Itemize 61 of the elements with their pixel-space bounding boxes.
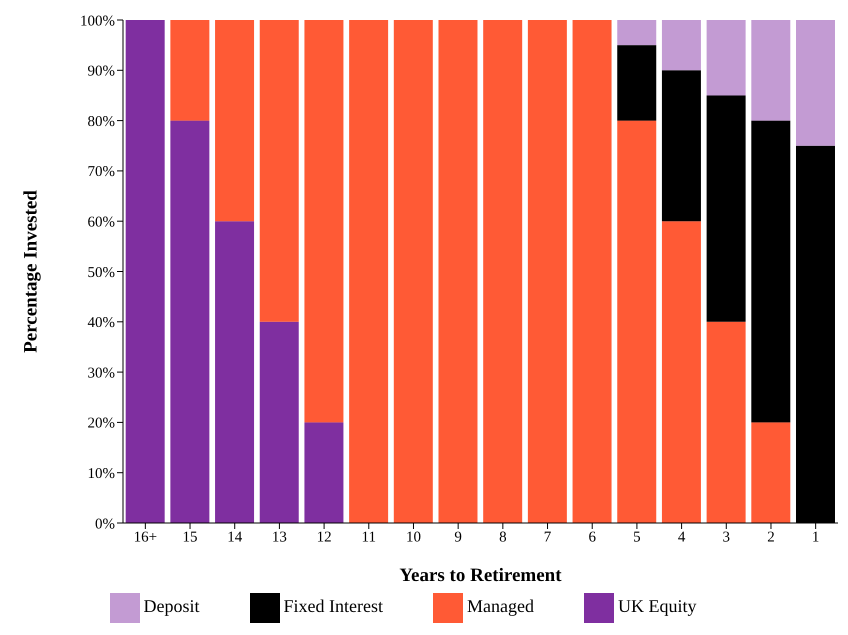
legend-label: Managed [467,596,534,616]
x-tick-label: 6 [588,530,596,546]
bar [796,20,835,146]
x-tick-label: 1 [812,530,820,546]
y-tick-label: 30% [88,365,115,382]
legend-label: Deposit [144,596,200,616]
x-tick-label: 8 [499,530,507,546]
bar [706,322,746,523]
x-tick-label: 3 [722,530,730,546]
y-tick-label: 10% [88,466,115,482]
legend-label: UK Equity [618,596,696,616]
x-axis-title: Years to Retirement [399,565,562,586]
bar [572,20,612,523]
bar [215,20,254,222]
y-tick-label: 60% [88,214,115,231]
bar [304,20,344,422]
y-tick-label: 80% [88,114,115,130]
bar [304,422,344,523]
bar [751,120,790,422]
x-tick-label: 12 [316,530,332,546]
bar [617,45,656,121]
x-tick-label: 15 [182,530,198,546]
bar [706,20,746,96]
bar [528,20,567,523]
x-tick-label: 9 [454,530,462,546]
bar [617,20,656,46]
bar [483,20,522,523]
x-tick-label: 5 [633,530,641,546]
bar [126,20,165,523]
y-axis-title: Percentage Invested [20,190,42,353]
bar [662,221,701,523]
bar [662,20,701,70]
bar [662,70,701,222]
x-tick-label: 4 [678,530,686,546]
bar [170,20,210,121]
y-tick-label: 70% [88,164,115,180]
x-tick-label: 7 [544,530,552,546]
y-tick-label: 50% [88,264,115,281]
x-tick-label: 10 [406,530,421,546]
x-tick-label: 16+ [134,530,158,546]
bar [751,422,790,523]
bar [260,322,299,523]
bar [706,95,746,322]
x-tick-label: 14 [227,530,243,546]
bar [394,20,433,523]
x-tick-label: 11 [362,530,376,546]
bar [617,120,656,523]
y-tick-label: 100% [80,13,115,30]
x-tick-label: 2 [767,530,775,546]
bar [215,221,254,523]
y-tick-label: 20% [88,416,115,432]
x-tick-label: 13 [272,530,287,546]
legend-label: Fixed Interest [284,596,383,616]
y-tick-label: 40% [88,315,115,332]
bar [438,20,478,523]
bar [170,120,210,523]
bar [349,20,388,523]
y-tick-label: 0% [95,516,115,532]
y-tick-label: 90% [88,64,115,80]
bar [260,20,299,322]
bar [751,20,790,121]
